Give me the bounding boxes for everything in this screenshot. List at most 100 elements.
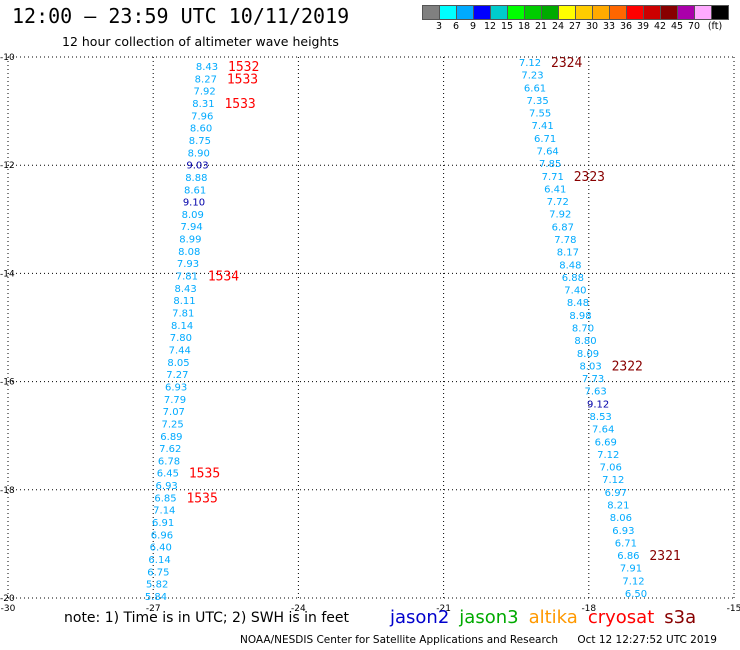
- wave-height-value: 7.78: [554, 235, 576, 246]
- wave-height-value: 7.27: [166, 370, 188, 381]
- wave-height-value: 7.62: [159, 444, 181, 455]
- legend-swatches: [422, 5, 740, 20]
- wave-height-value: 7.12: [519, 58, 541, 69]
- altimeter-tracks: 8.438.277.928.317.968.608.758.909.038.88…: [145, 56, 681, 603]
- wave-height-value: 6.87: [552, 222, 574, 233]
- wave-height-value: 6.45: [157, 469, 179, 480]
- footer: NOAA/NESDIS Center for Satellite Applica…: [240, 634, 717, 646]
- wave-height-value: 6.40: [150, 543, 172, 554]
- time-label: 1535: [189, 467, 220, 482]
- legend-label: (ft): [707, 21, 723, 32]
- legend-label: 3: [435, 21, 443, 32]
- wave-height-value: 8.88: [185, 173, 207, 184]
- legend-label: 24: [551, 21, 565, 32]
- legend-label: 33: [602, 21, 616, 32]
- wave-height-value: 8.31: [192, 99, 214, 110]
- wave-height-value: 7.72: [547, 197, 569, 208]
- lon-tick-label: -24: [291, 604, 306, 614]
- page-title: 12:00 – 23:59 UTC 10/11/2019: [12, 4, 350, 28]
- wave-height-value: 7.79: [164, 395, 186, 406]
- legend-label: 36: [619, 21, 633, 32]
- footer-timestamp: Oct 12 12:27:52 UTC 2019: [577, 634, 717, 646]
- wave-height-value: 8.98: [569, 311, 591, 322]
- wave-height-value: 8.05: [167, 358, 189, 369]
- legend-label: 12: [483, 21, 497, 32]
- wave-height-value: 8.11: [173, 296, 195, 307]
- wave-height-value: 8.70: [572, 324, 594, 335]
- wave-height-value: 6.93: [165, 382, 187, 393]
- wave-height-value: 8.80: [574, 336, 596, 347]
- time-label: 2322: [612, 359, 643, 374]
- wave-height-value: 8.17: [557, 248, 579, 259]
- lat-tick-label: -10: [0, 53, 15, 63]
- lon-tick-label: -15: [727, 604, 740, 614]
- wave-height-value: 6.93: [156, 481, 178, 492]
- lat-tick-label: -14: [0, 269, 15, 279]
- satellite-s3a: s3a: [664, 607, 697, 628]
- legend-label: 9: [469, 21, 477, 32]
- wave-height-value: 6.89: [160, 432, 182, 443]
- wave-height-value: 6.88: [562, 273, 584, 284]
- wave-height-value: 6.85: [154, 493, 176, 504]
- wave-height-value: 7.81: [176, 272, 198, 283]
- wave-height-value: 6.41: [544, 184, 566, 195]
- wave-height-value: 7.91: [620, 564, 642, 575]
- wave-height-value: 7.80: [170, 333, 192, 344]
- wave-height-value: 8.09: [577, 349, 599, 360]
- lon-tick-label: -27: [146, 604, 161, 614]
- legend-label: 39: [636, 21, 650, 32]
- map-grid: [7, 56, 735, 599]
- wave-height-value: 7.06: [600, 463, 622, 474]
- satellite-altika: altika: [528, 607, 578, 628]
- wave-height-value: 7.25: [161, 419, 183, 430]
- wave-height-value: 6.96: [151, 530, 173, 541]
- legend-label: 6: [452, 21, 460, 32]
- page-subtitle: 12 hour collection of altimeter wave hei…: [62, 34, 339, 49]
- wave-height-value: 7.63: [584, 387, 606, 398]
- wave-height-value: 8.14: [171, 321, 193, 332]
- wave-height-value: 6.69: [595, 437, 617, 448]
- color-legend: 3 6 9 12 15 18 21 24 27 30 33 36 39 42 45 70 (ft): [422, 5, 740, 34]
- wave-height-value: 9.12: [587, 399, 609, 410]
- wave-height-value: 7.12: [602, 475, 624, 486]
- wave-height-value: 7.40: [564, 286, 586, 297]
- legend-swatch: [711, 5, 729, 20]
- wave-height-value: 7.23: [521, 71, 543, 82]
- satellite-jason2: jason2: [390, 607, 450, 628]
- satellite-jason3: jason3: [459, 607, 519, 628]
- lat-tick-label: -12: [0, 161, 15, 171]
- wave-height-value: 6.86: [617, 551, 639, 562]
- wave-height-value: 6.50: [625, 589, 647, 600]
- wave-height-value: 7.44: [169, 345, 191, 356]
- wave-height-value: 9.03: [186, 161, 208, 172]
- legend-label: 70: [687, 21, 701, 32]
- wave-height-value: 8.27: [195, 74, 217, 85]
- lon-tick-label: -30: [1, 604, 16, 614]
- wave-height-value: 6.71: [534, 134, 556, 145]
- lon-tick-label: -18: [581, 604, 596, 614]
- wave-height-value: 8.48: [559, 260, 581, 271]
- time-label: 1533: [224, 97, 255, 112]
- wave-height-value: 8.06: [610, 513, 632, 524]
- wave-height-value: 7.64: [537, 147, 559, 158]
- legend-label: 42: [653, 21, 667, 32]
- wave-height-value: 6.75: [147, 567, 169, 578]
- map-axes: -30 -27 -24 -21 -18 -15 -10 -12 -14 -16 -18 -20: [0, 53, 740, 614]
- wave-height-value: 7.41: [531, 121, 553, 132]
- wave-height-value: 7.92: [193, 87, 215, 98]
- legend-label: 21: [534, 21, 548, 32]
- wave-height-value: 6.97: [605, 488, 627, 499]
- wave-height-value: 8.75: [189, 136, 211, 147]
- wave-height-value: 8.43: [196, 62, 218, 73]
- legend-label: 45: [670, 21, 684, 32]
- satellite-legend: jason2 jason3 altika cryosat s3a: [390, 607, 706, 628]
- time-label: 1534: [208, 270, 239, 285]
- wave-height-value: 7.12: [597, 450, 619, 461]
- wave-height-value: 8.08: [178, 247, 200, 258]
- wave-height-value: 7.94: [180, 222, 202, 233]
- legend-label: 30: [585, 21, 599, 32]
- map-note: note: 1) Time is in UTC; 2) SWH is in fe…: [64, 610, 350, 626]
- wave-height-value: 7.92: [549, 210, 571, 221]
- lat-tick-label: -18: [0, 486, 15, 496]
